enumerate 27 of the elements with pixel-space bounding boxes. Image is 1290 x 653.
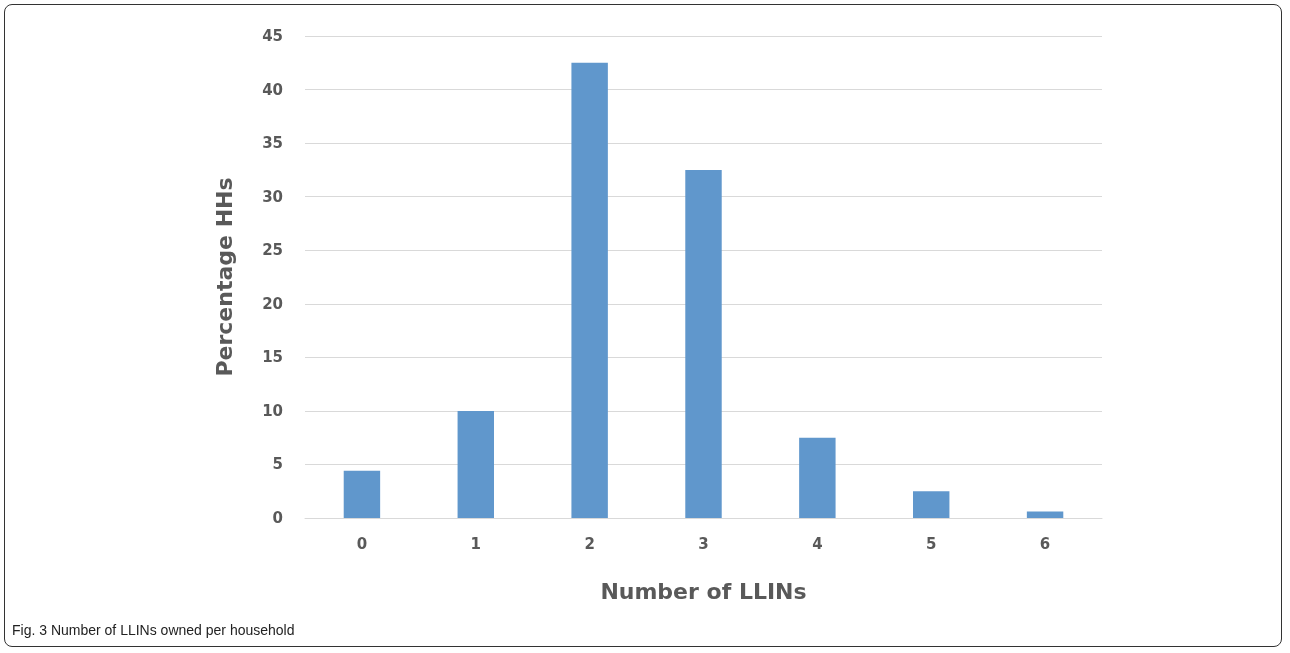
x-axis-title: Number of LLINs [600, 578, 807, 604]
bar [913, 491, 950, 518]
bar [685, 169, 722, 518]
y-tick-label: 35 [262, 134, 283, 153]
y-tick-label: 10 [262, 401, 283, 420]
bar [571, 62, 608, 518]
bar [799, 437, 836, 518]
bar [457, 410, 494, 518]
y-tick-label: 0 [272, 509, 283, 527]
caption: Fig. 3 Number of LLINs owned per household [12, 622, 295, 638]
y-tick-label: 25 [262, 241, 283, 260]
y-tick-label: 20 [262, 294, 283, 313]
y-tick-label: 15 [262, 348, 283, 367]
bar [343, 470, 381, 518]
x-tick-label: 0 [356, 534, 368, 553]
x-tick-label: 4 [812, 534, 823, 553]
y-axis-title: Percentage HHs [211, 177, 237, 377]
x-tick-label: 1 [470, 534, 481, 553]
y-tick-label: 40 [262, 80, 283, 99]
y-tick-label: 5 [272, 455, 283, 474]
x-tick-label: 2 [584, 534, 595, 553]
x-tick-label: 6 [1039, 534, 1051, 553]
bar [1026, 511, 1064, 518]
x-tick-label: 5 [926, 534, 937, 553]
y-tick-label: 30 [262, 187, 283, 206]
x-tick-label: 3 [698, 534, 709, 553]
y-tick-label: 45 [262, 27, 283, 45]
